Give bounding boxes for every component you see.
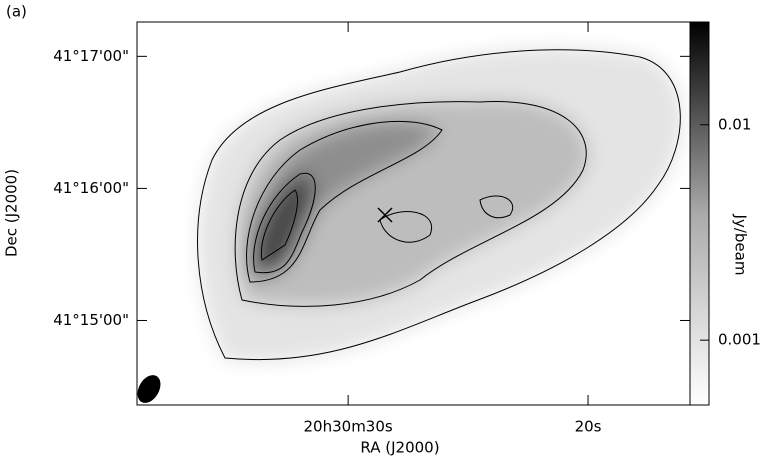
x-axis-label: RA (J2000) — [360, 439, 439, 457]
colorbar-tick-label: 0.01 — [718, 115, 751, 133]
panel-label: (a) — [6, 3, 27, 21]
x-tick-label: 20h30m30s — [304, 418, 393, 436]
colorbar — [689, 21, 710, 406]
beam — [137, 375, 161, 403]
colorbar-tick-label: 0.001 — [718, 331, 761, 349]
y-tick-label: 41°15'00" — [53, 311, 129, 329]
y-axis-label: Dec (J2000) — [3, 169, 21, 257]
x-tick-label: 20s — [575, 418, 602, 436]
y-tick-label: 41°16'00" — [53, 179, 129, 197]
colorbar-label: Jy/beam — [732, 214, 750, 276]
intensity-map — [197, 47, 683, 362]
y-tick-label: 41°17'00" — [53, 47, 129, 65]
